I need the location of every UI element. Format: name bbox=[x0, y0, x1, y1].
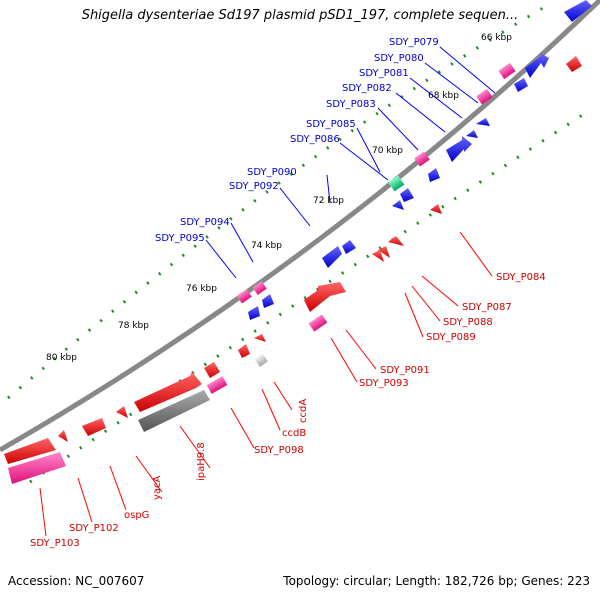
outer-tick-ring bbox=[7, 3, 549, 400]
gene-label[interactable]: SDY_P089 bbox=[426, 332, 476, 343]
gene-label[interactable]: SDY_P094 bbox=[180, 217, 230, 228]
gene-block[interactable] bbox=[252, 281, 267, 295]
gene-block[interactable] bbox=[476, 88, 493, 105]
kbp-label-70: 70 kbp bbox=[372, 146, 403, 156]
gene-label[interactable]: ccdB bbox=[282, 428, 306, 439]
gene-block[interactable] bbox=[414, 151, 430, 167]
gene-block[interactable] bbox=[308, 314, 328, 332]
gene-label[interactable]: SDY_P080 bbox=[374, 53, 424, 64]
outer-gene-labels: SDY_P079 SDY_P080 SDY_P081 SDY_P082 SDY_… bbox=[155, 37, 439, 244]
kbp-label-80: 80 kbp bbox=[46, 353, 77, 363]
gene-label[interactable]: ospG bbox=[124, 510, 149, 521]
gene-label[interactable]: SDY_P103 bbox=[30, 538, 80, 549]
gene-label[interactable]: SDY_P084 bbox=[496, 272, 546, 283]
gene-label[interactable]: SDY_P081 bbox=[359, 68, 409, 79]
gene-arrow[interactable] bbox=[466, 130, 478, 138]
outer-label-connectors bbox=[205, 46, 496, 279]
map-title: Shigella dysenteriae Sd197 plasmid pSD1_… bbox=[81, 8, 519, 23]
gene-arrow[interactable] bbox=[446, 136, 472, 162]
gene-label[interactable]: SDY_P079 bbox=[389, 37, 439, 48]
gene-arrow[interactable] bbox=[262, 294, 274, 308]
gene-arrow[interactable] bbox=[525, 53, 549, 78]
gene-block[interactable] bbox=[498, 62, 516, 80]
gene-label[interactable]: ipaH9.8 bbox=[196, 442, 207, 481]
gene-block[interactable] bbox=[388, 175, 405, 192]
gene-label[interactable]: SDY_P093 bbox=[359, 378, 409, 389]
gene-arrow[interactable] bbox=[82, 418, 106, 436]
gene-label[interactable]: SDY_P083 bbox=[326, 99, 376, 110]
kbp-label-78: 78 kbp bbox=[118, 321, 149, 331]
gene-arrow[interactable] bbox=[514, 78, 528, 92]
gene-arrow[interactable] bbox=[378, 246, 390, 258]
kbp-label-76: 76 kbp bbox=[186, 284, 217, 294]
gene-label[interactable]: SDY_P088 bbox=[443, 317, 493, 328]
gene-block[interactable] bbox=[254, 353, 268, 367]
gene-label[interactable]: yacA bbox=[152, 475, 163, 500]
gene-arrow[interactable] bbox=[238, 344, 250, 358]
inner-gene-labels: SDY_P084 SDY_P087 SDY_P088 SDY_P089 SDY_… bbox=[30, 272, 546, 549]
gene-arrow[interactable] bbox=[430, 204, 442, 214]
gene-block[interactable] bbox=[236, 289, 252, 304]
gene-arrow[interactable] bbox=[564, 0, 592, 22]
gene-block[interactable] bbox=[206, 376, 228, 394]
gene-arrow[interactable] bbox=[254, 334, 266, 342]
gene-arrow[interactable] bbox=[204, 362, 220, 378]
accession-text: Accession: NC_007607 bbox=[8, 574, 145, 588]
gene-arrow[interactable] bbox=[304, 282, 346, 312]
gene-label[interactable]: SDY_P082 bbox=[342, 83, 392, 94]
gene-arrow[interactable] bbox=[566, 56, 582, 72]
gene-label[interactable]: SDY_P087 bbox=[462, 302, 512, 313]
gene-label[interactable]: SDY_P086 bbox=[290, 134, 340, 145]
gene-label[interactable]: SDY_P092 bbox=[229, 181, 279, 192]
kbp-label-72: 72 kbp bbox=[313, 196, 344, 206]
plasmid-backbone bbox=[0, 0, 600, 453]
gene-arrow[interactable] bbox=[248, 306, 260, 320]
gene-arrow[interactable] bbox=[58, 430, 68, 442]
gene-arrow[interactable] bbox=[476, 118, 490, 126]
gene-label[interactable]: SDY_P095 bbox=[155, 233, 205, 244]
forward-gene-features bbox=[236, 0, 592, 320]
gene-label[interactable]: SDY_P091 bbox=[380, 365, 430, 376]
gene-arrow[interactable] bbox=[134, 372, 202, 412]
topology-summary: Topology: circular; Length: 182,726 bp; … bbox=[283, 574, 590, 588]
gene-block[interactable] bbox=[8, 452, 66, 484]
kbp-label-74: 74 kbp bbox=[251, 241, 282, 251]
gene-arrow[interactable] bbox=[428, 168, 440, 182]
gene-arrow[interactable] bbox=[322, 246, 342, 268]
gene-arrow[interactable] bbox=[4, 438, 56, 464]
gene-arrow[interactable] bbox=[392, 200, 404, 210]
gene-arrow[interactable] bbox=[138, 390, 210, 432]
kbp-label-68: 68 kbp bbox=[428, 91, 459, 101]
gene-arrow[interactable] bbox=[388, 236, 404, 246]
reverse-gene-features bbox=[4, 56, 582, 484]
gene-label[interactable]: SDY_P085 bbox=[306, 119, 356, 130]
gene-label[interactable]: SDY_P102 bbox=[69, 523, 119, 534]
inner-label-connectors bbox=[39, 231, 493, 537]
kbp-label-66: 66 kbp bbox=[481, 33, 512, 43]
gene-arrow[interactable] bbox=[400, 188, 414, 202]
gene-arrow[interactable] bbox=[342, 240, 356, 254]
gene-arrow[interactable] bbox=[372, 250, 384, 262]
gene-label[interactable]: SDY_P098 bbox=[254, 445, 304, 456]
gene-label[interactable]: ccdA bbox=[298, 399, 309, 423]
gene-label[interactable]: SDY_P090 bbox=[247, 167, 297, 178]
gene-arrow[interactable] bbox=[116, 406, 128, 418]
